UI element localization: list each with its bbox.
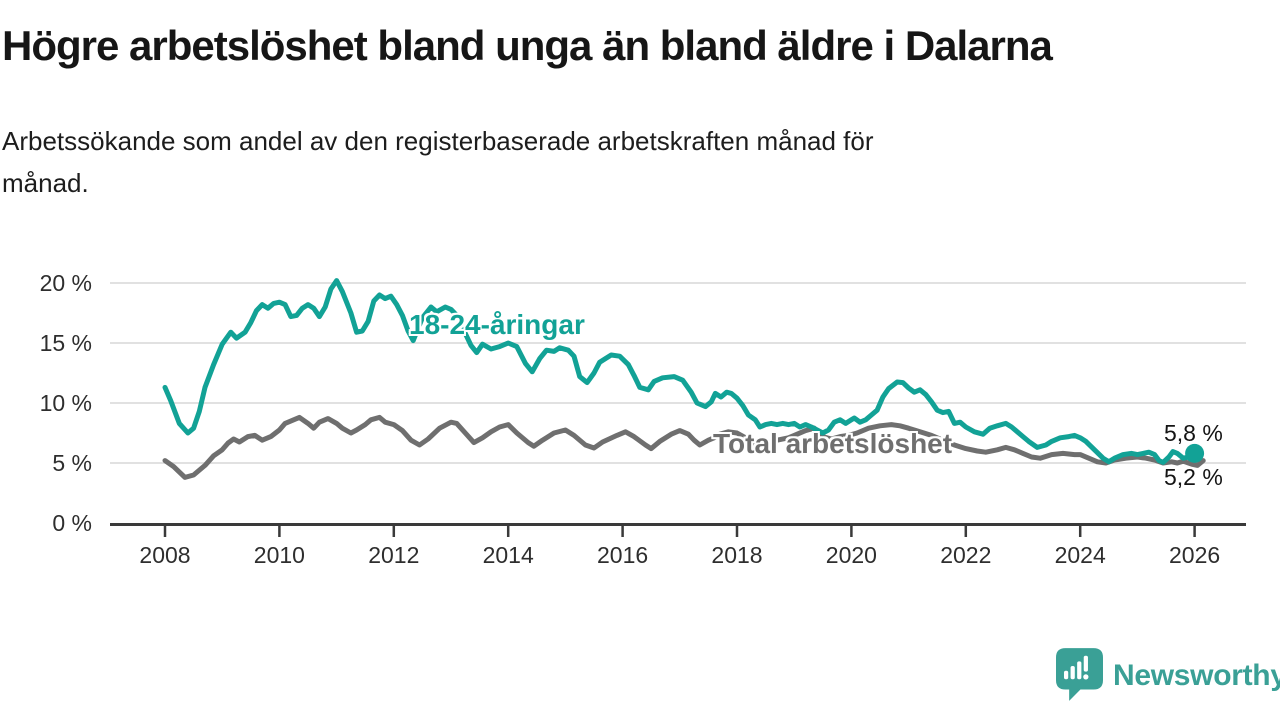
youth-series-line — [162, 278, 1198, 465]
x-axis-label: 2024 — [1054, 542, 1106, 568]
x-axis-label: 2022 — [940, 542, 992, 568]
x-axis-label: 2018 — [711, 542, 763, 568]
x-axis-label: 2016 — [597, 542, 649, 568]
y-axis-label: 10 % — [39, 390, 92, 416]
x-axis-label: 2010 — [253, 542, 305, 568]
subtitle-line-2: månad. — [2, 168, 89, 198]
end-value-label-total: 5,2 % — [1164, 464, 1223, 490]
y-axis-label: 15 % — [39, 330, 92, 356]
youth-series-end-dot — [1185, 443, 1205, 463]
x-axis-label: 2008 — [139, 542, 191, 568]
page-title: Högre arbetslöshet bland unga än bland ä… — [2, 22, 1053, 69]
newsworthy-logo-text: Newsworthy — [1113, 658, 1280, 692]
newsworthy-logo[interactable]: Newsworthy — [1056, 648, 1280, 701]
x-axis-label: 2012 — [368, 542, 420, 568]
x-axis-label: 2014 — [482, 542, 534, 568]
total-series-line — [162, 414, 1206, 480]
series-label-youth: 18-24-åringar — [409, 309, 585, 340]
y-axis-label: 5 % — [52, 450, 92, 476]
x-axis-label: 2020 — [825, 542, 877, 568]
x-axis-label: 2026 — [1169, 542, 1221, 568]
end-value-label-youth: 5,8 % — [1164, 420, 1223, 446]
y-axis-label: 0 % — [52, 510, 92, 536]
newsworthy-logo-icon — [1056, 648, 1103, 701]
y-axis-label: 20 % — [39, 270, 92, 296]
series-label-total: Total arbetslöshet — [713, 428, 953, 459]
subtitle-line-1: Arbetssökande som andel av den registerb… — [2, 126, 874, 156]
chart-subtitle: Arbetssökande som andel av den registerb… — [2, 120, 1177, 204]
